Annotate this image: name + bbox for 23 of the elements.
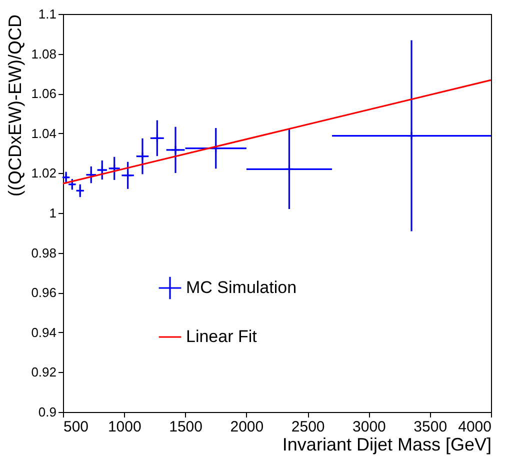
y-tick-label: 0.9: [38, 404, 56, 420]
y-tick-label: 0.94: [31, 324, 56, 340]
x-tick-label: 1000: [108, 418, 142, 436]
y-tick-label: 0.96: [31, 285, 56, 300]
y-tick-label: 1.02: [31, 166, 56, 181]
x-tick-label: 2000: [230, 418, 264, 436]
y-tick-label: 1.08: [31, 46, 56, 62]
x-tick-label: 500: [64, 418, 89, 436]
x-tick-label: 3500: [414, 418, 448, 436]
y-tick-label: 1.06: [31, 86, 56, 102]
legend-label: MC Simulation: [186, 278, 297, 297]
legend-label: Linear Fit: [186, 327, 258, 346]
y-tick-label: 1: [49, 206, 56, 220]
y-axis-title: ((QCDxEW)-EW)/QCD: [5, 14, 26, 196]
y-tick-label: 1.1: [38, 6, 56, 22]
x-tick-label: 1500: [169, 418, 202, 436]
x-tick-label: 4000: [458, 418, 492, 436]
y-tick-label: 0.98: [31, 245, 56, 260]
x-axis-title: Invariant Dijet Mass [GeV]: [282, 434, 492, 454]
x-tick-label: 2500: [291, 418, 325, 436]
y-tick-label: 1.04: [31, 126, 56, 141]
x-tick-label: 3000: [352, 418, 386, 436]
y-tick-label: 0.92: [31, 364, 56, 380]
